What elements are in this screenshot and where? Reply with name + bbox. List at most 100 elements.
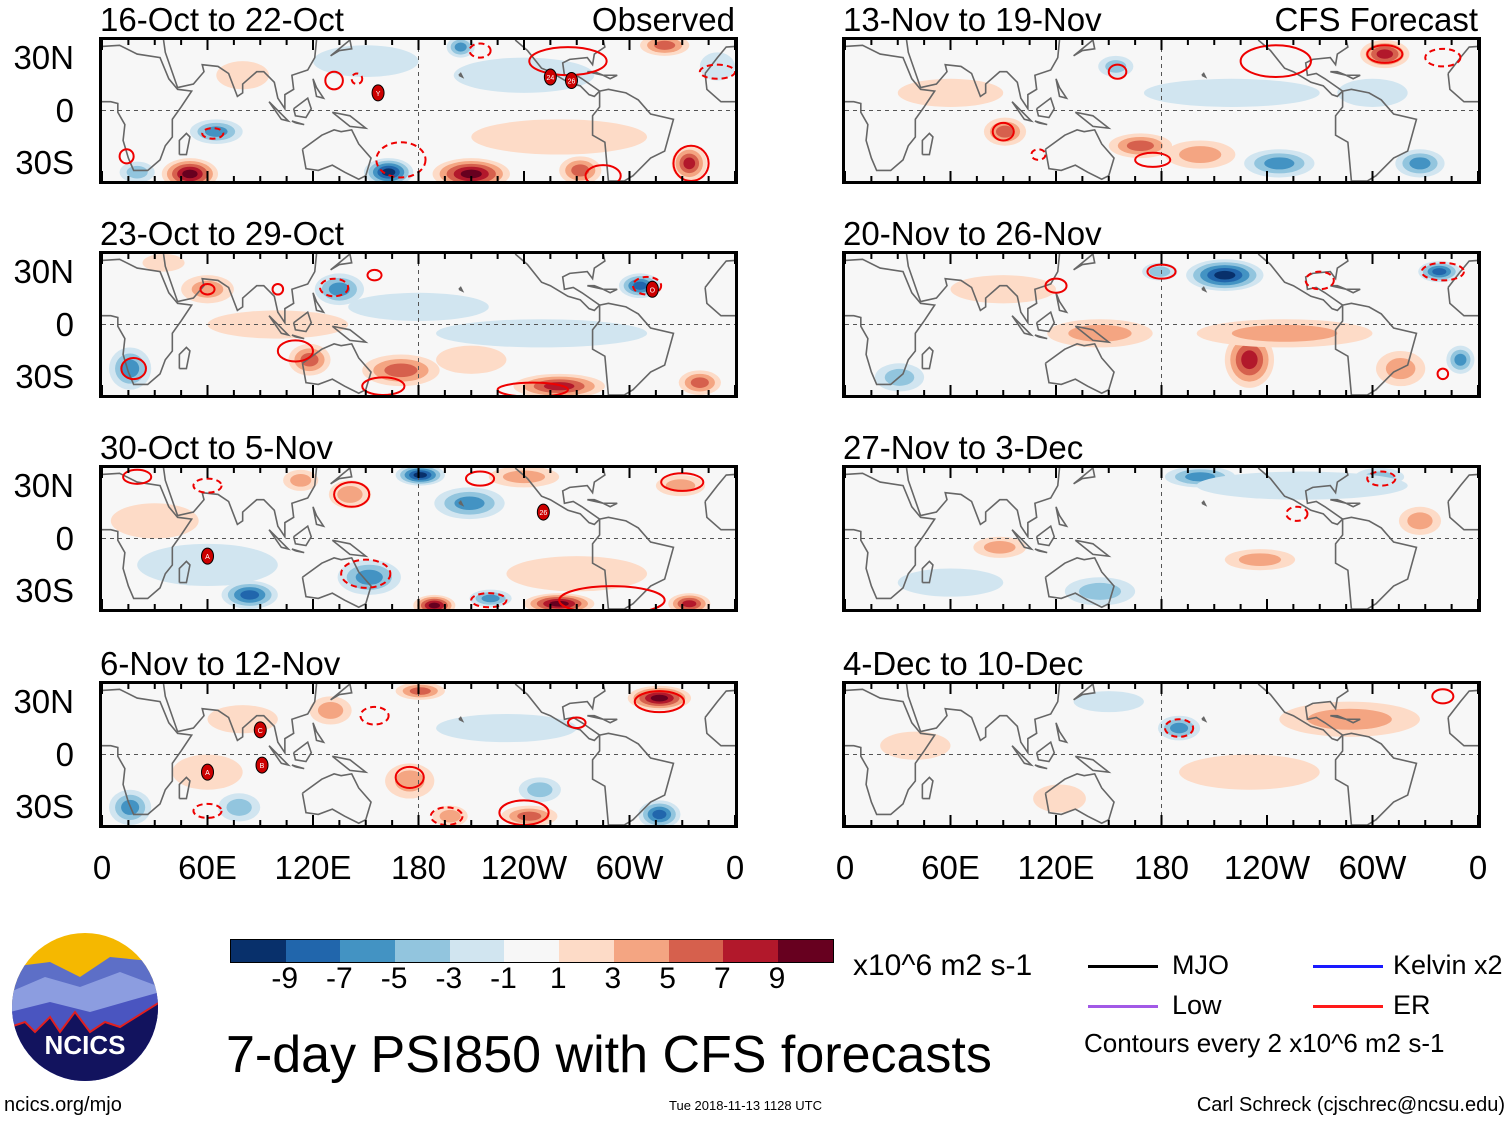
anomaly-shading	[436, 345, 507, 374]
svg-text:26: 26	[539, 510, 547, 517]
lon-label: 120E	[274, 849, 352, 886]
anomaly-shading	[413, 472, 427, 478]
er-contour	[660, 472, 705, 492]
colorbar-label: 1	[549, 962, 567, 995]
er-contour	[375, 141, 427, 179]
coastline	[1330, 70, 1347, 77]
anomaly-shading	[1214, 270, 1236, 280]
coastline	[587, 284, 604, 291]
coastline	[178, 346, 191, 370]
er-contour	[496, 381, 569, 395]
anomaly-shading	[1078, 582, 1122, 600]
colorbar-label: 3	[604, 962, 622, 995]
anomaly-shading	[683, 157, 696, 170]
coastline	[921, 776, 934, 800]
coastline	[301, 129, 372, 181]
anomaly-shading	[337, 485, 363, 503]
forecast-label: CFS Forecast	[1274, 1, 1478, 38]
coastline	[1257, 468, 1349, 526]
coastline	[458, 286, 465, 293]
lon-label: 180	[390, 849, 447, 886]
lat-label: 30N	[13, 466, 74, 504]
lat-label: 30S	[15, 572, 74, 610]
legend-er: ER	[1393, 990, 1431, 1020]
coastline	[1345, 502, 1361, 508]
coastline	[301, 773, 372, 825]
coastline	[1035, 96, 1056, 119]
footer-url[interactable]: ncics.org/mjo	[4, 1094, 122, 1116]
anomaly-shading	[454, 42, 467, 52]
tropical-cyclone-icon: 26	[564, 72, 578, 90]
coastline	[268, 745, 291, 767]
coastline	[845, 688, 937, 816]
tropical-cyclone-icon: B	[255, 756, 269, 774]
coastline	[845, 258, 937, 386]
anomaly-shading	[226, 798, 252, 816]
er-contour	[633, 690, 686, 714]
anomaly-shading	[409, 687, 431, 695]
lon-label: 0	[1468, 849, 1488, 886]
coastline	[587, 498, 604, 505]
coastline	[1035, 524, 1056, 547]
tropical-cyclone-icon: O	[645, 280, 659, 298]
anomaly-shading	[650, 694, 669, 702]
anomaly-shading	[1105, 60, 1127, 73]
lat-label: 30S	[15, 788, 74, 826]
map-panel	[842, 37, 1481, 184]
coastline	[1330, 498, 1347, 505]
observed-label: Observed	[591, 1, 735, 38]
er-contour	[192, 802, 223, 819]
er-contour	[429, 806, 464, 825]
coastline	[301, 557, 372, 609]
colorbar-swatch	[231, 940, 286, 962]
panel-title: 4-Dec to 10-Dec	[843, 645, 1084, 682]
er-contour	[698, 63, 735, 80]
legend-mjo-line	[1088, 965, 1158, 968]
lon-label: 120W	[480, 849, 568, 886]
anomaly-shading	[1170, 722, 1189, 734]
coastline	[1334, 732, 1418, 825]
er-contour	[122, 468, 153, 485]
er-contour	[1436, 367, 1450, 381]
coastline	[162, 254, 318, 326]
contour-note: Contours every 2 x10^6 m2 s-1	[1084, 1028, 1445, 1058]
er-contour	[319, 277, 350, 298]
coastline	[292, 740, 313, 763]
anomaly-shading	[1376, 49, 1394, 59]
coastline	[162, 468, 318, 540]
coastline	[312, 506, 326, 528]
anomaly-shading	[654, 40, 676, 50]
coastline	[178, 776, 191, 800]
coastline	[1345, 288, 1361, 294]
coastline	[845, 44, 937, 172]
er-contour	[361, 376, 406, 395]
ncics-logo: NCICS	[10, 932, 160, 1082]
coastline	[921, 346, 934, 370]
er-contour	[558, 585, 666, 609]
er-contour	[1146, 263, 1177, 280]
map-panel	[842, 681, 1481, 828]
anomaly-shading	[453, 57, 595, 93]
er-contour	[199, 282, 216, 296]
panel-title: 13-Nov to 19-Nov	[843, 1, 1102, 38]
anomaly-shading	[527, 782, 553, 798]
tropical-cyclone-icon: 24	[543, 68, 557, 86]
er-contour	[1366, 44, 1404, 64]
coastline	[312, 722, 326, 744]
lat-label: 30S	[15, 144, 74, 182]
colorbar-label: 5	[659, 962, 676, 995]
legend-kelvin: Kelvin x2	[1393, 950, 1503, 980]
er-contour	[470, 592, 508, 609]
anomaly-shading	[1264, 157, 1295, 170]
coastline	[1201, 716, 1208, 723]
er-contour	[468, 42, 492, 59]
colorbar-swatch	[777, 940, 833, 962]
er-contour	[1107, 63, 1128, 80]
anomaly-shading	[355, 569, 383, 585]
coastline	[591, 302, 675, 395]
anomaly-shading	[126, 165, 148, 179]
coastline	[331, 325, 369, 344]
anomaly-shading	[517, 811, 542, 821]
colorbar-label: -5	[380, 962, 408, 995]
anomaly-shading	[481, 594, 500, 603]
